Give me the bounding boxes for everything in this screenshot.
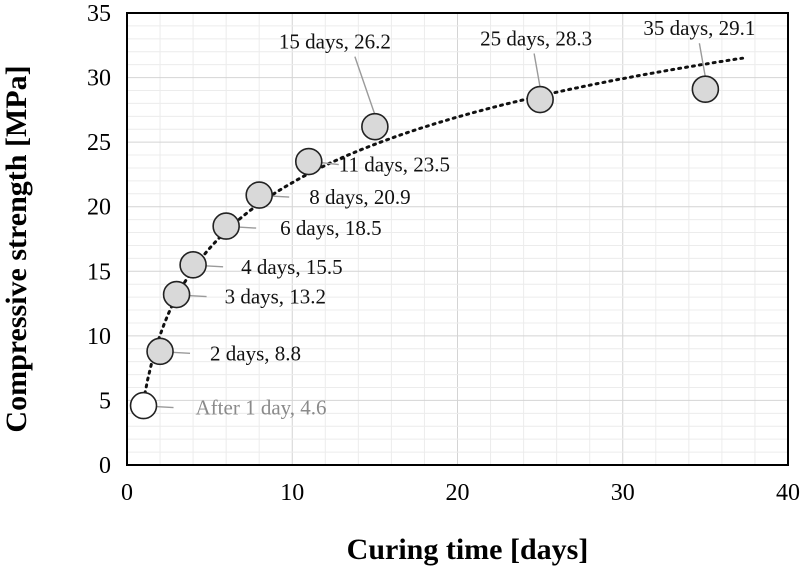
data-label: 8 days, 20.9 bbox=[309, 185, 411, 209]
data-point bbox=[691, 75, 720, 103]
data-point bbox=[179, 251, 207, 279]
leader-line bbox=[320, 161, 339, 166]
y-tick-label: 5 bbox=[99, 388, 111, 414]
y-tick-label: 15 bbox=[87, 259, 111, 285]
data-point bbox=[361, 112, 389, 141]
x-tick-label: 30 bbox=[611, 480, 635, 506]
data-label: 3 days, 13.2 bbox=[225, 285, 327, 309]
trendline bbox=[142, 56, 745, 403]
data-label: 25 days, 28.3 bbox=[480, 27, 592, 51]
x-axis-ticks: 0 10 20 30 40 bbox=[121, 480, 800, 506]
x-tick-label: 0 bbox=[121, 480, 133, 506]
x-tick-label: 20 bbox=[446, 480, 470, 506]
data-point bbox=[294, 147, 323, 176]
x-tick-label: 40 bbox=[776, 480, 800, 506]
leader-line bbox=[238, 226, 257, 229]
y-axis-title: Compressive strength [MPa] bbox=[0, 65, 33, 432]
leader-line bbox=[354, 56, 376, 115]
grid bbox=[126, 12, 789, 466]
data-label: 35 days, 29.1 bbox=[643, 16, 755, 40]
data-point bbox=[129, 391, 158, 420]
data-points bbox=[129, 75, 720, 420]
data-label: 2 days, 8.8 bbox=[210, 341, 301, 365]
data-label: After 1 day, 4.6 bbox=[196, 396, 327, 420]
data-point bbox=[245, 181, 274, 209]
y-tick-label: 10 bbox=[87, 324, 111, 350]
data-label: 11 days, 23.5 bbox=[339, 153, 450, 177]
leader-line bbox=[698, 43, 707, 78]
y-axis-ticks: 0 5 10 15 20 25 30 35 bbox=[87, 1, 111, 479]
data-point bbox=[212, 212, 240, 240]
y-tick-label: 30 bbox=[87, 66, 111, 92]
trendline-path bbox=[142, 56, 745, 403]
leader-line bbox=[271, 195, 290, 198]
data-point bbox=[526, 85, 554, 114]
leader-line bbox=[172, 351, 191, 355]
x-tick-label: 10 bbox=[280, 480, 304, 506]
y-tick-label: 20 bbox=[87, 195, 111, 221]
leader-lines bbox=[155, 43, 707, 409]
plot-area-border bbox=[126, 12, 789, 466]
x-axis-title: Curing time [days] bbox=[347, 533, 589, 566]
data-labels: After 1 day, 4.6 2 days, 8.8 3 days, 13.2 4… bbox=[196, 16, 756, 419]
data-label: 4 days, 15.5 bbox=[241, 255, 343, 279]
leader-line bbox=[533, 53, 541, 88]
leader-line bbox=[188, 294, 207, 298]
y-tick-label: 25 bbox=[87, 130, 111, 156]
y-tick-label: 0 bbox=[99, 453, 111, 479]
data-point bbox=[162, 280, 191, 309]
data-label: 6 days, 18.5 bbox=[280, 216, 382, 240]
leader-line bbox=[155, 405, 174, 409]
y-tick-label: 35 bbox=[87, 1, 111, 27]
data-label: 15 days, 26.2 bbox=[279, 30, 391, 54]
leader-line bbox=[205, 265, 224, 268]
data-point bbox=[146, 337, 174, 366]
